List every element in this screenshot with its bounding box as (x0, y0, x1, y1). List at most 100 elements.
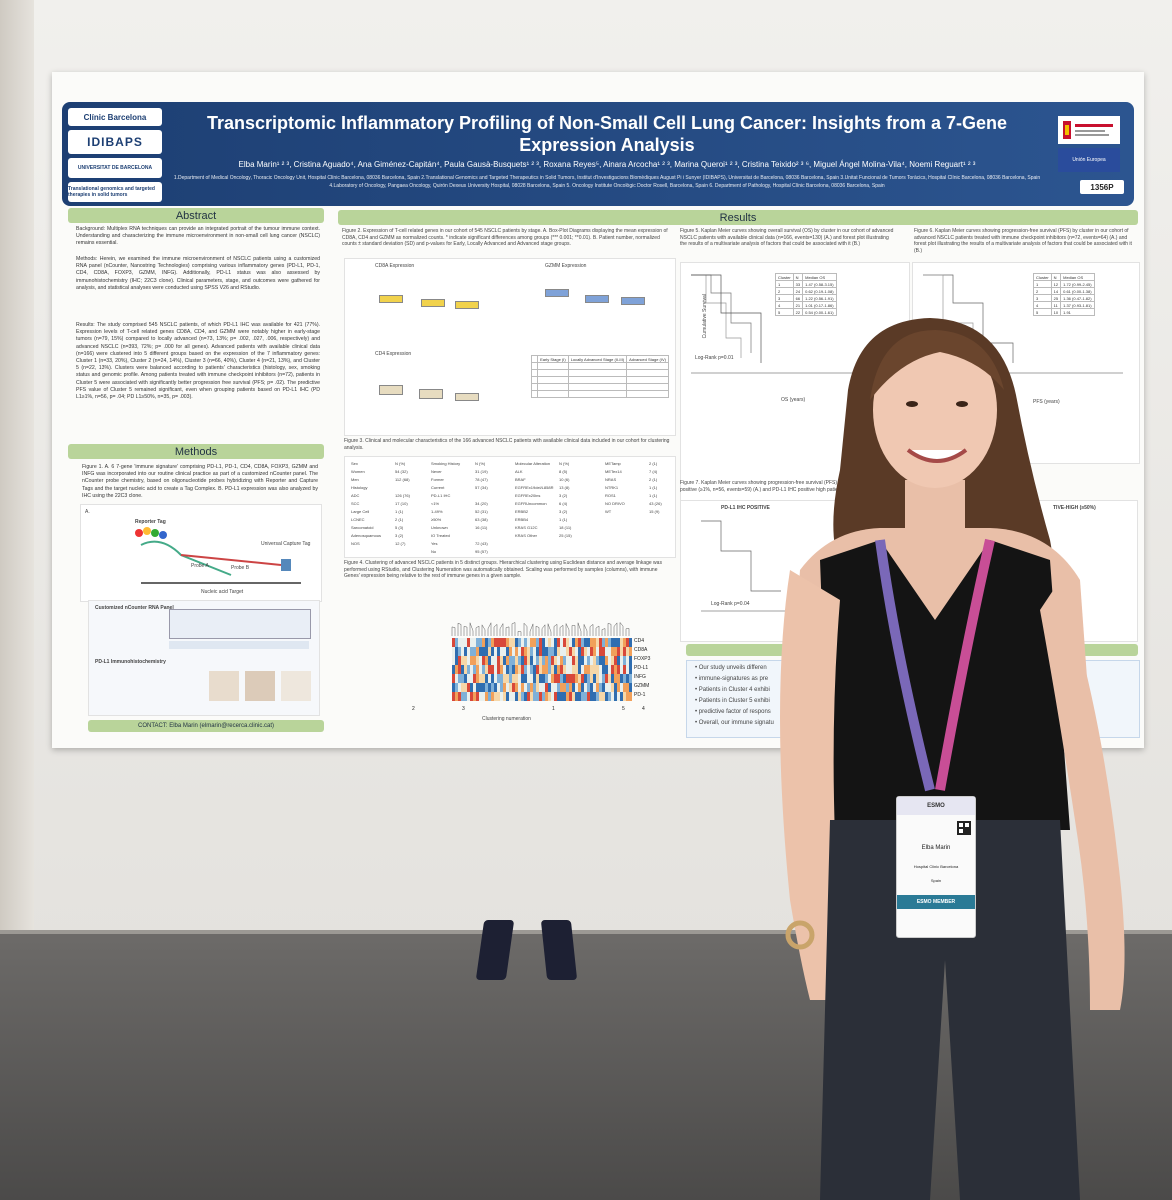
panel-label: Customized nCounter RNA Panel (95, 605, 174, 611)
heatmap-cell (560, 656, 563, 665)
heatmap-cell (488, 656, 491, 665)
heatmap-cell (551, 665, 554, 674)
fig3-cell: 1 (1) (649, 493, 658, 498)
heatmap-cell (521, 692, 524, 701)
heatmap-cell (593, 683, 596, 692)
heatmap-cell (557, 638, 560, 647)
heatmap-cell (467, 665, 470, 674)
heatmap-cell (515, 674, 518, 683)
fig5-xlabel: OS (years) (781, 397, 806, 403)
heatmap-cell (500, 656, 503, 665)
heatmap-cell (521, 683, 524, 692)
heatmap-cell (566, 656, 569, 665)
heatmap-cell (581, 674, 584, 683)
heatmap-cell (470, 647, 473, 656)
heatmap-cell (467, 647, 470, 656)
heatmap-cell (506, 674, 509, 683)
fig4-xlabel: Clustering numeration (482, 716, 531, 722)
km-table-cell: 10 (1050, 308, 1062, 316)
heatmap-cell (458, 638, 461, 647)
heatmap-cell (482, 638, 485, 647)
heatmap-cell (482, 647, 485, 656)
heatmap-cell (614, 674, 617, 683)
heatmap-cell (617, 638, 620, 647)
heatmap-cell (455, 647, 458, 656)
heatmap-cell (500, 674, 503, 683)
heatmap-cell (551, 647, 554, 656)
heatmap-cell (575, 656, 578, 665)
heatmap-cell (452, 674, 455, 683)
heatmap-cell (605, 638, 608, 647)
heatmap-cell (452, 647, 455, 656)
wall-edge (0, 0, 34, 960)
heatmap-cell (608, 647, 611, 656)
heatmap-cell (596, 674, 599, 683)
heatmap-cell (461, 656, 464, 665)
fig3-cell: 13 (8) (559, 485, 570, 490)
heatmap-cell (479, 665, 482, 674)
heatmap-cell (626, 665, 629, 674)
rna-panel-diagram: Customized nCounter RNA Panel PD-L1 Immu… (88, 600, 320, 716)
heatmap-cell (590, 656, 593, 665)
heatmap-cell (509, 647, 512, 656)
probe-chemistry-illustration (135, 527, 301, 584)
fig3-cell: ALK (515, 469, 523, 474)
heatmap-cell (458, 656, 461, 665)
heatmap-cell (458, 683, 461, 692)
heatmap-cell (455, 674, 458, 683)
heatmap-cell (545, 647, 548, 656)
heatmap-cell (593, 665, 596, 674)
fig3-cell: 57 (34) (475, 485, 488, 490)
fig3-cell: 16 (11) (475, 525, 488, 530)
heatmap-cell (581, 692, 584, 701)
heatmap-cell (494, 656, 497, 665)
heatmap-cell (572, 647, 575, 656)
heatmap-cell (497, 674, 500, 683)
heatmap-cell (557, 683, 560, 692)
heatmap-cell (584, 665, 587, 674)
heatmap-cell (530, 692, 533, 701)
heatmap-cell (518, 665, 521, 674)
heatmap-cell (536, 692, 539, 701)
heatmap-cell (515, 665, 518, 674)
heatmap-cell (512, 647, 515, 656)
heatmap-cell (599, 692, 602, 701)
heatmap-cell (584, 692, 587, 701)
heatmap-cell (491, 638, 494, 647)
heatmap-cell (563, 638, 566, 647)
heatmap-cell (629, 665, 632, 674)
fig3-cell: BRAF (515, 477, 526, 482)
heatmap-cell (563, 665, 566, 674)
heatmap-cell (587, 647, 590, 656)
heatmap-cell (485, 647, 488, 656)
heatmap-cell (482, 683, 485, 692)
heatmap-cell (500, 647, 503, 656)
heatmap-cell (560, 647, 563, 656)
heatmap-cell (464, 674, 467, 683)
heatmap-cell (560, 665, 563, 674)
heatmap-cell (518, 647, 521, 656)
heatmap-cell (491, 692, 494, 701)
heatmap-cell (476, 683, 479, 692)
heatmap-cluster-label: 5 (622, 706, 625, 712)
conclusion-bullet: • immune-signatures as pre (695, 676, 769, 682)
heatmap-cell (620, 647, 623, 656)
heatmap-cell (584, 647, 587, 656)
heatmap-cell (452, 692, 455, 701)
heatmap-cell (611, 647, 614, 656)
heatmap-cell (575, 692, 578, 701)
heatmap-cell (584, 638, 587, 647)
poster: Clínic Barcelona IDIBAPS UNIVERSITAT DE … (52, 72, 1144, 748)
heatmap-cell (473, 656, 476, 665)
heatmap-cell (626, 674, 629, 683)
heatmap-cell (536, 674, 539, 683)
heatmap-cell (557, 674, 560, 683)
fig3-cell: Large Cell (351, 509, 370, 514)
heatmap-cell (608, 683, 611, 692)
ub-logo: UNIVERSITAT DE BARCELONA (68, 158, 162, 178)
fig3-cell: NO DRIVO (605, 501, 625, 506)
heatmap-cell (542, 665, 545, 674)
heatmap-cell (461, 638, 464, 647)
heatmap-cell (611, 638, 614, 647)
heatmap-cell (518, 638, 521, 647)
